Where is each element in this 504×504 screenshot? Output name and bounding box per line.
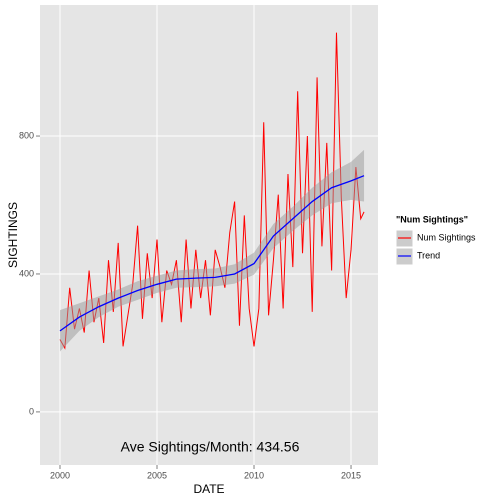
annotation: Ave Sightings/Month: 434.56 bbox=[121, 439, 300, 455]
y-axis-label: SIGHTINGS bbox=[6, 202, 20, 268]
y-tick-label: 0 bbox=[29, 406, 34, 416]
y-tick-label: 800 bbox=[19, 130, 34, 140]
x-tick-label: 2010 bbox=[244, 470, 264, 480]
legend-label: Trend bbox=[417, 250, 440, 260]
panel bbox=[40, 5, 378, 465]
x-tick-label: 2005 bbox=[147, 470, 167, 480]
legend-label: Num Sightings bbox=[417, 232, 476, 242]
y-tick-label: 400 bbox=[19, 268, 34, 278]
legend-title: "Num Sightings" bbox=[396, 214, 468, 224]
x-tick-label: 2015 bbox=[341, 470, 361, 480]
x-axis-label: DATE bbox=[193, 482, 224, 496]
x-tick-label: 2000 bbox=[50, 470, 70, 480]
line bbox=[59, 175, 365, 332]
